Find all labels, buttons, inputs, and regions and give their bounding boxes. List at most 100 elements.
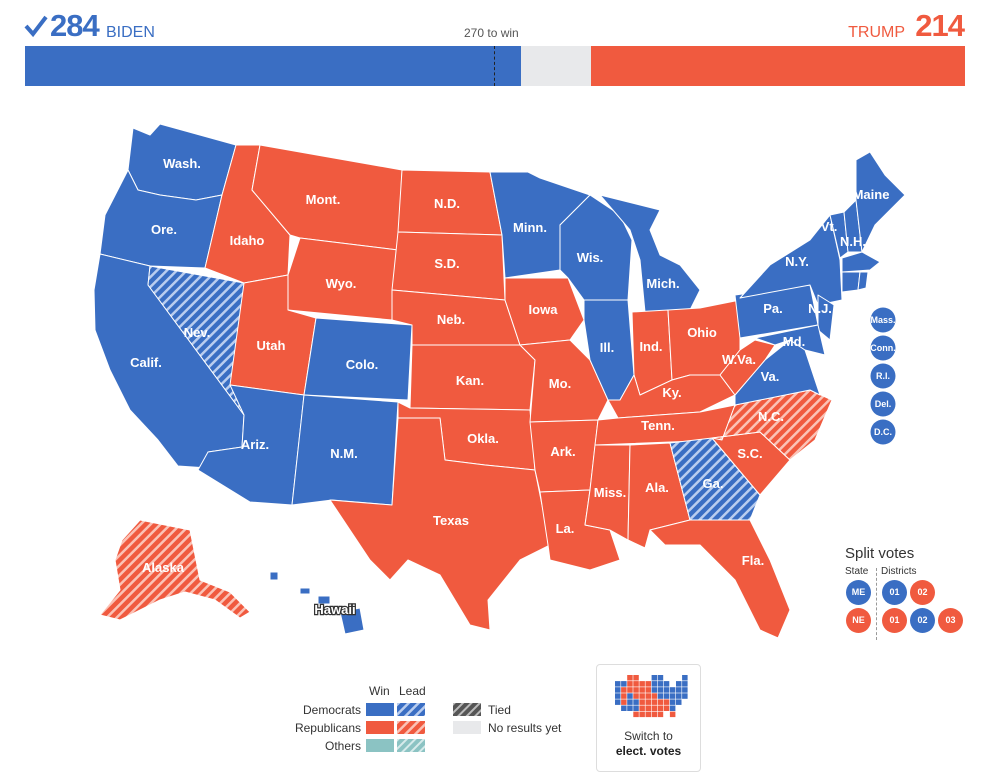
state-co[interactable] <box>303 317 413 401</box>
map-legend: Win Lead Democrats Republicans Others Ti… <box>285 682 585 772</box>
cartogram-tile <box>633 693 639 699</box>
cartogram-tile <box>639 693 645 699</box>
cartogram-tile <box>639 681 645 687</box>
state-wy[interactable] <box>287 237 399 321</box>
legend-tied-label: Tied <box>488 703 511 717</box>
state-tx[interactable] <box>329 417 551 631</box>
cartogram-tile <box>633 705 639 711</box>
state-ct[interactable] <box>841 271 861 293</box>
results-header: 284 BIDEN 270 to win TRUMP 214 <box>0 0 998 90</box>
legend-other-lead-swatch <box>397 739 425 752</box>
circle-label-dc: D.C. <box>874 427 892 437</box>
label-nc: N.C. <box>758 409 784 424</box>
nebraska-district-01-dot[interactable]: 01 <box>882 608 907 633</box>
label-wv: W.Va. <box>722 352 756 367</box>
cartogram-tile <box>669 687 676 693</box>
cartogram-tile <box>682 693 688 699</box>
legend-dem-lead-swatch <box>397 703 425 716</box>
cartogram-tile <box>669 705 676 711</box>
maine-state-dot[interactable]: ME <box>846 580 871 605</box>
circle-ct[interactable] <box>870 335 896 361</box>
legend-win-header: Win <box>369 684 390 698</box>
nebraska-district-03-dot[interactable]: 03 <box>938 608 963 633</box>
label-al: Ala. <box>645 480 669 495</box>
split-votes-title: Split votes <box>845 545 915 562</box>
cartogram-tile <box>627 705 633 711</box>
cartogram-tile <box>639 711 645 718</box>
label-fl: Fla. <box>742 553 764 568</box>
cartogram-tile <box>682 687 688 693</box>
cartogram-tile <box>657 681 664 687</box>
label-nj: N.J. <box>808 301 832 316</box>
legend-others-label: Others <box>324 739 361 753</box>
label-mo: Mo. <box>549 376 571 391</box>
state-me[interactable] <box>855 151 906 253</box>
biden-bar-fill <box>25 46 521 86</box>
cartogram-tile <box>645 705 651 711</box>
label-ca: Calif. <box>130 355 162 370</box>
label-ky: Ky. <box>662 385 681 400</box>
label-me: Maine <box>853 187 890 202</box>
cartogram-tile <box>669 711 676 718</box>
label-wy: Wyo. <box>326 276 357 291</box>
legend-tied-swatch <box>453 703 481 716</box>
cartogram-tile <box>615 699 621 705</box>
label-id: Idaho <box>230 233 265 248</box>
circle-label-ct: Conn. <box>870 343 896 353</box>
state-ma[interactable] <box>841 251 881 273</box>
switch-button-line1: Switch to <box>624 729 673 743</box>
label-ar: Ark. <box>550 444 575 459</box>
state-md[interactable] <box>754 324 826 356</box>
cartogram-tile <box>627 693 633 699</box>
cartogram-tile <box>639 699 645 705</box>
nebraska-state-dot[interactable]: NE <box>846 608 871 633</box>
label-mt: Mont. <box>306 192 341 207</box>
state-hi[interactable] <box>269 571 365 635</box>
state-mi[interactable] <box>599 194 701 313</box>
circle-ma[interactable] <box>870 307 896 333</box>
state-ri[interactable] <box>857 271 869 291</box>
state-fl[interactable] <box>649 519 791 639</box>
cartogram-tile <box>615 681 621 687</box>
circle-ri[interactable] <box>870 363 896 389</box>
cartogram-tile <box>645 687 651 693</box>
state-nj[interactable] <box>817 294 835 341</box>
cartogram-tile <box>621 699 627 705</box>
label-sc: S.C. <box>737 446 762 461</box>
label-mi: Mich. <box>646 276 679 291</box>
maine-district-01-dot[interactable]: 01 <box>882 580 907 605</box>
cartogram-tile <box>627 699 633 705</box>
state-mo[interactable] <box>519 339 609 423</box>
cartogram-tile <box>676 681 682 687</box>
cartogram-tile <box>633 711 639 718</box>
label-in: Ind. <box>639 339 662 354</box>
cartogram-tile <box>615 693 621 699</box>
label-va: Va. <box>761 369 780 384</box>
label-ms: Miss. <box>594 485 627 500</box>
label-nd: N.D. <box>434 196 460 211</box>
cartogram-tile <box>621 681 627 687</box>
state-ny[interactable] <box>739 214 843 306</box>
cartogram-tile <box>651 681 658 687</box>
electoral-vote-bar <box>25 46 965 86</box>
state-ga[interactable] <box>669 437 761 521</box>
label-ga: Ga. <box>703 476 724 491</box>
label-ks: Kan. <box>456 373 484 388</box>
state-va[interactable] <box>734 339 821 406</box>
legend-no-results-label: No results yet <box>488 721 562 735</box>
cartogram-tile <box>676 687 682 693</box>
switch-to-electoral-votes-button[interactable]: Switch to elect. votes <box>596 664 701 772</box>
legend-lead-header: Lead <box>399 684 426 698</box>
label-il: Ill. <box>600 340 614 355</box>
maine-district-02-dot[interactable]: 02 <box>910 580 935 605</box>
cartogram-tile <box>663 699 670 705</box>
small-state-circles[interactable]: Mass. Conn. R.I. Del. D.C. <box>870 307 896 445</box>
circle-dc[interactable] <box>870 419 896 445</box>
biden-name: BIDEN <box>106 24 155 41</box>
state-ak[interactable] <box>99 519 251 621</box>
legend-other-win-swatch <box>366 739 394 752</box>
circle-de[interactable] <box>870 391 896 417</box>
label-co: Colo. <box>346 357 379 372</box>
nebraska-district-02-dot[interactable]: 02 <box>910 608 935 633</box>
